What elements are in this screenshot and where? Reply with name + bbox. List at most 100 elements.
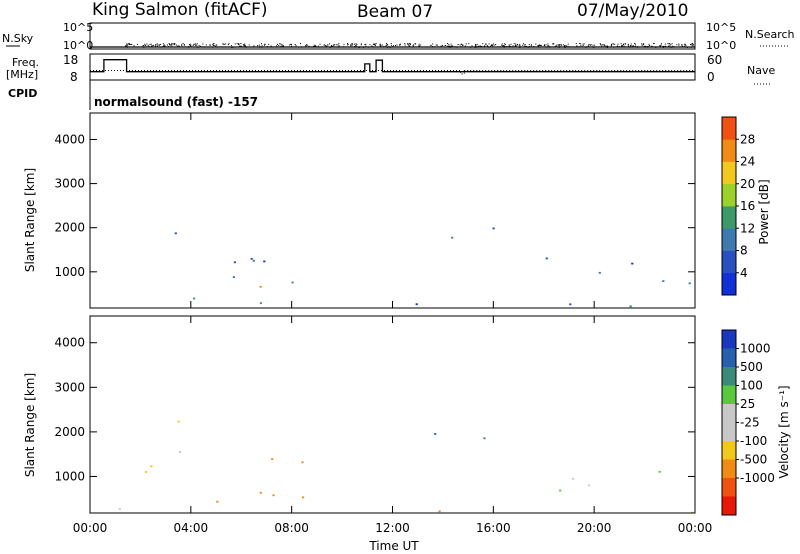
noise-sample — [540, 45, 542, 47]
noise-sample — [419, 45, 421, 47]
noise-sample — [126, 45, 128, 47]
noise-sample — [369, 44, 371, 46]
noise-sample — [182, 43, 184, 45]
noise-sample — [330, 45, 332, 47]
noise-sample — [582, 45, 584, 46]
range-tick-label: 3000 — [54, 177, 85, 191]
velocity-echo — [216, 500, 219, 503]
noise-sample — [475, 43, 477, 45]
noise-sample — [353, 43, 355, 45]
noise-sample — [630, 45, 632, 47]
noise-sample — [365, 43, 367, 45]
colorbar-segment — [722, 228, 736, 251]
noise-sample — [524, 44, 526, 46]
noise-sample — [212, 43, 214, 45]
noise-sample — [600, 43, 602, 45]
noise-sample — [270, 45, 272, 47]
colorbar-segment — [722, 367, 736, 386]
beam-title: Beam 07 — [357, 2, 433, 22]
noise-sample — [243, 45, 245, 47]
noise-sample — [580, 43, 582, 45]
noise-sample — [681, 44, 683, 46]
noise-sample — [502, 45, 504, 47]
noise-sample — [190, 45, 192, 47]
noise-sample — [614, 43, 616, 45]
noise-sample — [407, 43, 409, 45]
noise-sample — [471, 45, 473, 47]
noise-sample — [690, 44, 691, 45]
noise-sample — [264, 43, 266, 45]
noise-sample — [404, 44, 406, 46]
noise-sample — [352, 43, 354, 45]
noise-sample — [603, 45, 605, 47]
power-echo — [250, 257, 253, 260]
noise-sample — [544, 44, 545, 46]
noise-sample — [486, 45, 488, 47]
velocity-echo-scatter — [118, 420, 694, 514]
noise-sample — [692, 43, 694, 45]
noise-sample — [667, 45, 669, 47]
noise-sample — [213, 45, 215, 46]
noise-sample — [387, 44, 389, 46]
noise-sample — [623, 43, 625, 45]
power-echo — [598, 271, 601, 274]
noise-sample — [212, 44, 214, 46]
noise-sample — [360, 43, 362, 45]
velocity-echo — [658, 470, 661, 473]
noise-sample — [263, 44, 265, 46]
noise-sample — [381, 44, 383, 46]
noise-sample — [238, 44, 240, 45]
noise-sample — [543, 45, 545, 46]
noise-sample — [253, 45, 255, 47]
colorbar-segment — [722, 161, 736, 185]
noise-sample — [386, 43, 388, 45]
noise-sample — [289, 44, 291, 46]
cpid-text: normalsound (fast) -157 — [94, 95, 258, 109]
noise-sample — [294, 44, 296, 45]
range-tick-label: 2000 — [54, 425, 85, 439]
noise-sample — [136, 43, 138, 45]
colorbar-tick-label: 20 — [740, 177, 755, 191]
noise-sample — [579, 43, 581, 44]
noise-sample — [290, 43, 292, 45]
noise-sample — [282, 45, 284, 47]
noise-sample — [375, 43, 377, 45]
range-tick-label: 3000 — [54, 380, 85, 394]
noise-sample — [452, 45, 454, 47]
noise-sample — [590, 44, 592, 45]
velocity-echo — [150, 465, 153, 468]
noise-sample — [482, 43, 484, 45]
noise-sample — [181, 45, 183, 47]
noise-sample — [442, 44, 444, 46]
noise-sample — [393, 45, 394, 47]
noise-sample — [610, 45, 612, 47]
noise-sample — [225, 43, 227, 45]
noise-sample — [308, 45, 310, 47]
power-echo — [252, 259, 255, 262]
noise-sample — [413, 45, 414, 47]
noise-sample — [295, 45, 297, 47]
noise-sample — [174, 43, 176, 45]
noise-sample — [662, 45, 664, 47]
noise-sample — [144, 45, 146, 47]
velocity-echo — [177, 420, 180, 423]
power-echo — [193, 297, 196, 300]
noise-sample — [485, 43, 486, 45]
noise-sample — [149, 43, 151, 45]
noise-sample — [459, 44, 461, 46]
noise-sample — [649, 45, 651, 46]
power-echo — [232, 276, 235, 278]
noise-sample — [408, 43, 410, 45]
noise-sample — [338, 43, 340, 45]
velocity-echo — [434, 433, 437, 435]
noise-sample — [155, 44, 157, 46]
noise-sample — [173, 44, 175, 46]
noise-sample — [396, 44, 398, 46]
noise-sample — [490, 45, 491, 47]
noise-sample — [323, 44, 325, 46]
power-echo — [263, 260, 266, 263]
noise-sample — [671, 43, 673, 45]
noise-sample — [210, 44, 212, 46]
noise-sample — [355, 44, 357, 46]
frequency-panel: Freq. [MHz] 18 8 60 0 Nave — [6, 53, 775, 85]
